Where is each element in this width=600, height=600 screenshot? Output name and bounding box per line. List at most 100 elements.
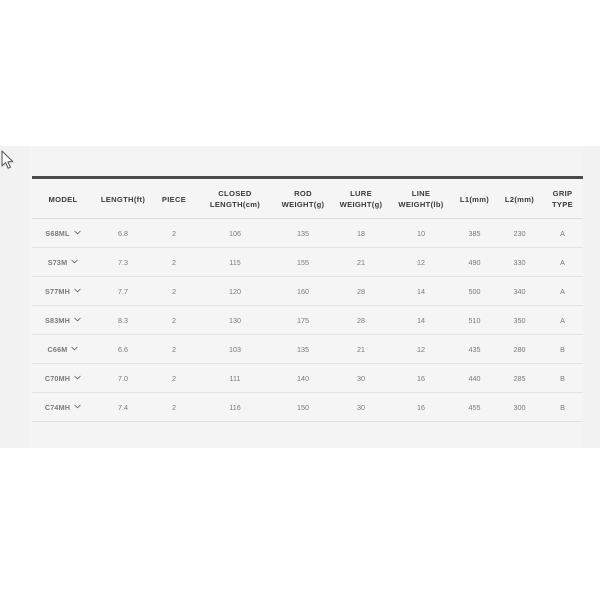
- piece-cell: 2: [152, 305, 196, 335]
- model-label: C74MH: [44, 402, 71, 412]
- line-weight-cell: 16: [390, 363, 452, 393]
- table-header-row: MODEL LENGTH(ft) PIECE CLOSED LENGTH(cm)…: [32, 177, 583, 219]
- closed-length-cell: 106: [196, 218, 274, 248]
- l1-cell: 510: [452, 305, 497, 335]
- column-header-line-weight-line2: WEIGHT(lb): [398, 200, 444, 209]
- column-header-piece-line1: PIECE: [161, 194, 187, 204]
- column-header-line-weight-line1: LINE: [411, 189, 431, 198]
- table-header: MODEL LENGTH(ft) PIECE CLOSED LENGTH(cm)…: [32, 177, 583, 219]
- column-header-rod-weight: ROD WEIGHT(g): [274, 177, 332, 219]
- column-header-rod-weight-line2: WEIGHT(g): [281, 200, 325, 209]
- specification-table-container: MODEL LENGTH(ft) PIECE CLOSED LENGTH(cm)…: [32, 176, 583, 422]
- line-weight-cell: 12: [390, 334, 452, 364]
- chevron-down-icon[interactable]: [71, 345, 79, 352]
- grip-type-cell: A: [542, 305, 583, 335]
- column-header-grip-type-line1: GRIP: [552, 189, 573, 198]
- model-label: C70MH: [44, 373, 71, 383]
- column-header-grip-type-line2: TYPE: [551, 200, 574, 209]
- chevron-down-icon[interactable]: [73, 229, 81, 236]
- lure-weight-cell: 21: [332, 247, 390, 277]
- closed-length-cell: 116: [196, 392, 274, 422]
- line-weight-cell: 10: [390, 218, 452, 248]
- lure-weight-cell: 30: [332, 363, 390, 393]
- model-cell[interactable]: C70MH: [32, 363, 94, 393]
- piece-cell: 2: [152, 392, 196, 422]
- chevron-down-icon[interactable]: [71, 258, 78, 265]
- l1-cell: 490: [452, 247, 497, 277]
- chevron-down-icon[interactable]: [74, 287, 81, 294]
- l2-cell: 285: [497, 363, 542, 393]
- rod-weight-cell: 160: [274, 276, 332, 306]
- l1-cell: 435: [452, 334, 497, 364]
- l1-cell: 385: [452, 218, 497, 248]
- column-header-l1: L1(mm): [452, 177, 497, 219]
- table-row[interactable]: S73M 7.3 2 115 155 21 12 490 330 A: [32, 247, 583, 277]
- column-header-model-line1: MODEL: [48, 194, 78, 204]
- l1-cell: 455: [452, 392, 497, 422]
- column-header-closed-length-line1: CLOSED: [218, 189, 252, 198]
- table-row[interactable]: S83MH 8.3 2 130 175 28 14 510 350 A: [32, 305, 583, 335]
- chevron-down-icon[interactable]: [74, 316, 81, 323]
- rod-weight-cell: 135: [274, 218, 332, 248]
- l2-cell: 280: [497, 334, 542, 364]
- length-cell: 7.0: [94, 363, 152, 393]
- grip-type-cell: A: [542, 276, 583, 306]
- grip-type-cell: A: [542, 247, 583, 277]
- piece-cell: 2: [152, 218, 196, 248]
- lure-weight-cell: 21: [332, 334, 390, 364]
- table-row[interactable]: S68ML 6.8 2 106 135 18 10 385 230 A: [32, 218, 583, 248]
- column-header-length-line1: LENGTH(ft): [100, 194, 146, 204]
- model-label: C66M: [47, 344, 68, 354]
- l2-cell: 300: [497, 392, 542, 422]
- lure-weight-cell: 30: [332, 392, 390, 422]
- line-weight-cell: 14: [390, 305, 452, 335]
- model-label: S83MH: [45, 315, 70, 325]
- column-header-l2: L2(mm): [497, 177, 542, 219]
- column-header-l2-line1: L2(mm): [504, 194, 535, 204]
- rod-weight-cell: 175: [274, 305, 332, 335]
- l2-cell: 230: [497, 218, 542, 248]
- model-cell[interactable]: C74MH: [32, 392, 94, 422]
- model-cell[interactable]: S73M: [32, 247, 94, 277]
- table-row[interactable]: C70MH 7.0 2 111 140 30 16 440 285 B: [32, 363, 583, 393]
- table-row[interactable]: C66M 6.6 2 103 135 21 12 435 280 B: [32, 334, 583, 364]
- length-cell: 8.3: [94, 305, 152, 335]
- piece-cell: 2: [152, 276, 196, 306]
- length-cell: 6.8: [94, 218, 152, 248]
- table-row[interactable]: S77MH 7.7 2 120 160 28 14 500 340 A: [32, 276, 583, 306]
- line-weight-cell: 16: [390, 392, 452, 422]
- model-cell[interactable]: S68ML: [32, 218, 94, 248]
- model-label: S77MH: [45, 286, 70, 296]
- closed-length-cell: 103: [196, 334, 274, 364]
- length-cell: 6.6: [94, 334, 152, 364]
- l2-cell: 340: [497, 276, 542, 306]
- chevron-down-icon[interactable]: [74, 403, 81, 410]
- model-label: S68ML: [45, 228, 70, 238]
- model-cell[interactable]: C66M: [32, 334, 94, 364]
- closed-length-cell: 120: [196, 276, 274, 306]
- closed-length-cell: 115: [196, 247, 274, 277]
- column-header-grip-type: GRIP TYPE: [542, 177, 583, 219]
- rod-weight-cell: 135: [274, 334, 332, 364]
- column-header-line-weight: LINE WEIGHT(lb): [390, 177, 452, 219]
- column-header-lure-weight-line1: LURE: [350, 189, 372, 198]
- grip-type-cell: B: [542, 334, 583, 364]
- line-weight-cell: 12: [390, 247, 452, 277]
- lure-weight-cell: 18: [332, 218, 390, 248]
- length-cell: 7.7: [94, 276, 152, 306]
- table-body: S68ML 6.8 2 106 135 18 10 385 230 A: [32, 218, 583, 422]
- column-header-rod-weight-line1: ROD: [294, 189, 312, 198]
- l2-cell: 350: [497, 305, 542, 335]
- length-cell: 7.4: [94, 392, 152, 422]
- table-row[interactable]: C74MH 7.4 2 116 150 30 16 455 300 B: [32, 392, 583, 422]
- length-cell: 7.3: [94, 247, 152, 277]
- chevron-down-icon[interactable]: [74, 374, 81, 381]
- closed-length-cell: 111: [196, 363, 274, 393]
- lure-weight-cell: 28: [332, 305, 390, 335]
- l1-cell: 500: [452, 276, 497, 306]
- closed-length-cell: 130: [196, 305, 274, 335]
- model-cell[interactable]: S77MH: [32, 276, 94, 306]
- lure-weight-cell: 28: [332, 276, 390, 306]
- model-cell[interactable]: S83MH: [32, 305, 94, 335]
- column-header-piece: PIECE: [152, 177, 196, 219]
